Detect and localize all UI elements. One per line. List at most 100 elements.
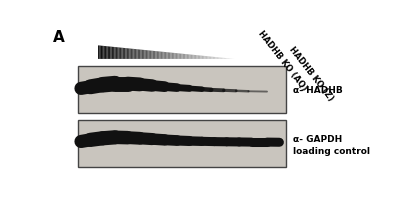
Polygon shape bbox=[166, 53, 168, 60]
Polygon shape bbox=[157, 52, 158, 60]
Polygon shape bbox=[140, 50, 142, 60]
Polygon shape bbox=[121, 48, 123, 60]
Polygon shape bbox=[105, 47, 106, 60]
Polygon shape bbox=[131, 49, 132, 60]
Polygon shape bbox=[150, 51, 151, 60]
Polygon shape bbox=[203, 56, 204, 60]
Polygon shape bbox=[214, 58, 215, 60]
Polygon shape bbox=[211, 57, 213, 60]
Text: A: A bbox=[53, 29, 65, 44]
Polygon shape bbox=[232, 59, 233, 60]
Polygon shape bbox=[109, 47, 110, 60]
Polygon shape bbox=[110, 47, 112, 60]
Polygon shape bbox=[130, 49, 131, 60]
Polygon shape bbox=[123, 49, 124, 60]
Polygon shape bbox=[181, 54, 183, 60]
Polygon shape bbox=[112, 47, 113, 60]
Polygon shape bbox=[213, 57, 214, 60]
Polygon shape bbox=[104, 47, 105, 60]
Polygon shape bbox=[224, 59, 225, 60]
Polygon shape bbox=[178, 54, 180, 60]
Polygon shape bbox=[192, 55, 194, 60]
Polygon shape bbox=[184, 55, 185, 60]
Polygon shape bbox=[127, 49, 128, 60]
Polygon shape bbox=[225, 59, 226, 60]
Polygon shape bbox=[218, 58, 220, 60]
Polygon shape bbox=[190, 55, 191, 60]
Polygon shape bbox=[207, 57, 208, 60]
Polygon shape bbox=[226, 59, 228, 60]
Polygon shape bbox=[228, 59, 229, 60]
Polygon shape bbox=[160, 52, 161, 60]
Polygon shape bbox=[124, 49, 125, 60]
Polygon shape bbox=[128, 49, 130, 60]
Polygon shape bbox=[158, 52, 160, 60]
Text: α- GAPDH
loading control: α- GAPDH loading control bbox=[293, 134, 370, 155]
Polygon shape bbox=[143, 51, 144, 60]
Polygon shape bbox=[208, 57, 210, 60]
Polygon shape bbox=[132, 49, 134, 60]
Polygon shape bbox=[222, 59, 224, 60]
Polygon shape bbox=[100, 46, 101, 60]
Polygon shape bbox=[161, 52, 162, 60]
Text: HADHB KO (Z): HADHB KO (Z) bbox=[287, 44, 335, 102]
Polygon shape bbox=[173, 54, 174, 60]
Text: HADHB KO (AQ): HADHB KO (AQ) bbox=[256, 29, 308, 92]
Polygon shape bbox=[102, 47, 104, 60]
Polygon shape bbox=[114, 48, 116, 60]
Polygon shape bbox=[170, 53, 172, 60]
Polygon shape bbox=[229, 59, 230, 60]
Bar bbox=[78, 67, 286, 114]
Polygon shape bbox=[196, 56, 198, 60]
Polygon shape bbox=[220, 58, 221, 60]
Polygon shape bbox=[199, 56, 200, 60]
Polygon shape bbox=[151, 51, 153, 60]
Polygon shape bbox=[101, 46, 102, 60]
Polygon shape bbox=[230, 59, 232, 60]
Polygon shape bbox=[172, 53, 173, 60]
Polygon shape bbox=[200, 56, 202, 60]
Polygon shape bbox=[98, 46, 100, 60]
Polygon shape bbox=[191, 55, 192, 60]
Polygon shape bbox=[176, 54, 177, 60]
Polygon shape bbox=[215, 58, 217, 60]
Polygon shape bbox=[165, 53, 166, 60]
Polygon shape bbox=[146, 51, 147, 60]
Polygon shape bbox=[147, 51, 148, 60]
Polygon shape bbox=[188, 55, 190, 60]
Polygon shape bbox=[221, 58, 222, 60]
Polygon shape bbox=[217, 58, 218, 60]
Polygon shape bbox=[118, 48, 120, 60]
Polygon shape bbox=[202, 56, 203, 60]
Polygon shape bbox=[134, 50, 135, 60]
Polygon shape bbox=[168, 53, 169, 60]
Polygon shape bbox=[194, 56, 195, 60]
Polygon shape bbox=[135, 50, 136, 60]
Polygon shape bbox=[139, 50, 140, 60]
Polygon shape bbox=[162, 53, 164, 60]
Polygon shape bbox=[155, 52, 157, 60]
Bar bbox=[78, 121, 286, 167]
Polygon shape bbox=[125, 49, 127, 60]
Polygon shape bbox=[138, 50, 139, 60]
Polygon shape bbox=[204, 57, 206, 60]
Polygon shape bbox=[174, 54, 176, 60]
Polygon shape bbox=[142, 50, 143, 60]
Polygon shape bbox=[106, 47, 108, 60]
Polygon shape bbox=[153, 52, 154, 60]
Polygon shape bbox=[148, 51, 150, 60]
Text: α- HADHB: α- HADHB bbox=[293, 86, 343, 95]
Polygon shape bbox=[185, 55, 187, 60]
Polygon shape bbox=[120, 48, 121, 60]
Polygon shape bbox=[116, 48, 117, 60]
Polygon shape bbox=[210, 57, 211, 60]
Polygon shape bbox=[136, 50, 138, 60]
Polygon shape bbox=[154, 52, 155, 60]
Polygon shape bbox=[187, 55, 188, 60]
Polygon shape bbox=[144, 51, 146, 60]
Polygon shape bbox=[117, 48, 118, 60]
Polygon shape bbox=[206, 57, 207, 60]
Polygon shape bbox=[108, 47, 109, 60]
Polygon shape bbox=[169, 53, 170, 60]
Polygon shape bbox=[198, 56, 199, 60]
